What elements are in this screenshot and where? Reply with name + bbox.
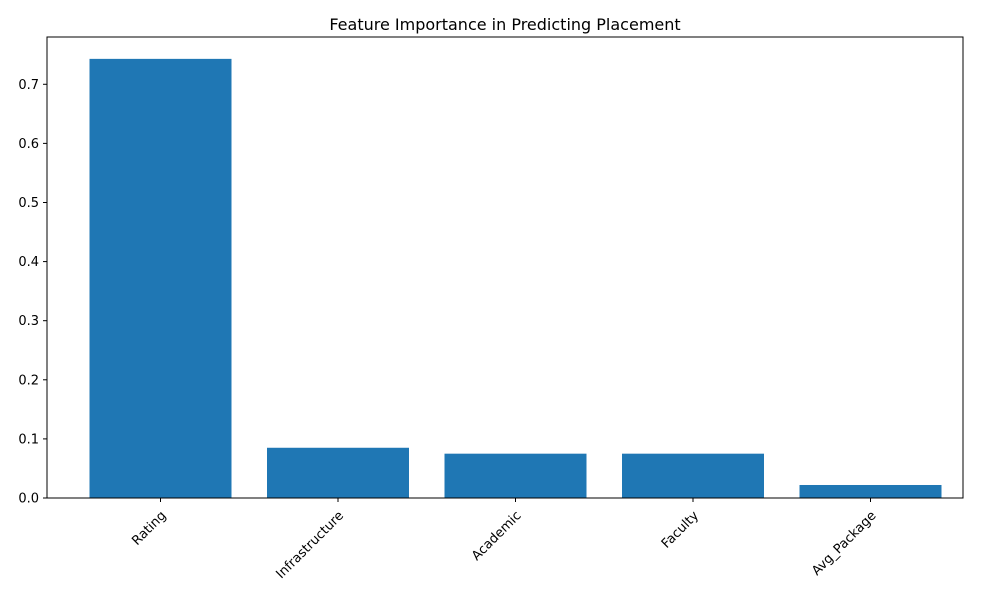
y-tick-label: 0.0 bbox=[18, 492, 39, 507]
x-tick-label-rating: Rating bbox=[129, 508, 169, 548]
x-tick-label-infrastructure: Infrastructure bbox=[274, 508, 348, 582]
x-tick-label-academic: Academic bbox=[469, 508, 524, 563]
y-tick-label: 0.6 bbox=[18, 137, 39, 152]
x-tick-label-faculty: Faculty bbox=[659, 508, 702, 551]
bar-avg-package bbox=[799, 484, 942, 498]
y-tick-label: 0.2 bbox=[18, 373, 39, 388]
y-axis: 0.0 0.1 0.2 0.3 0.4 0.5 0.6 0.7 bbox=[18, 78, 47, 507]
bar-faculty bbox=[622, 453, 764, 498]
plot-frame bbox=[46, 36, 964, 499]
bar-academic bbox=[444, 453, 587, 498]
bars-group bbox=[89, 58, 942, 498]
bar-rating bbox=[89, 58, 232, 498]
y-tick-label: 0.3 bbox=[18, 314, 39, 329]
y-tick-label: 0.4 bbox=[18, 255, 39, 270]
x-axis: Rating Infrastructure Academic Faculty Avg_P… bbox=[129, 498, 880, 582]
chart-title: Feature Importance in Predicting Placeme… bbox=[329, 15, 680, 34]
y-tick-label: 0.7 bbox=[18, 78, 39, 93]
y-tick-label: 0.5 bbox=[18, 196, 39, 211]
bar-infrastructure bbox=[267, 447, 409, 498]
y-tick-label: 0.1 bbox=[18, 432, 39, 447]
x-tick-label-avg-package: Avg_Package bbox=[809, 508, 879, 578]
